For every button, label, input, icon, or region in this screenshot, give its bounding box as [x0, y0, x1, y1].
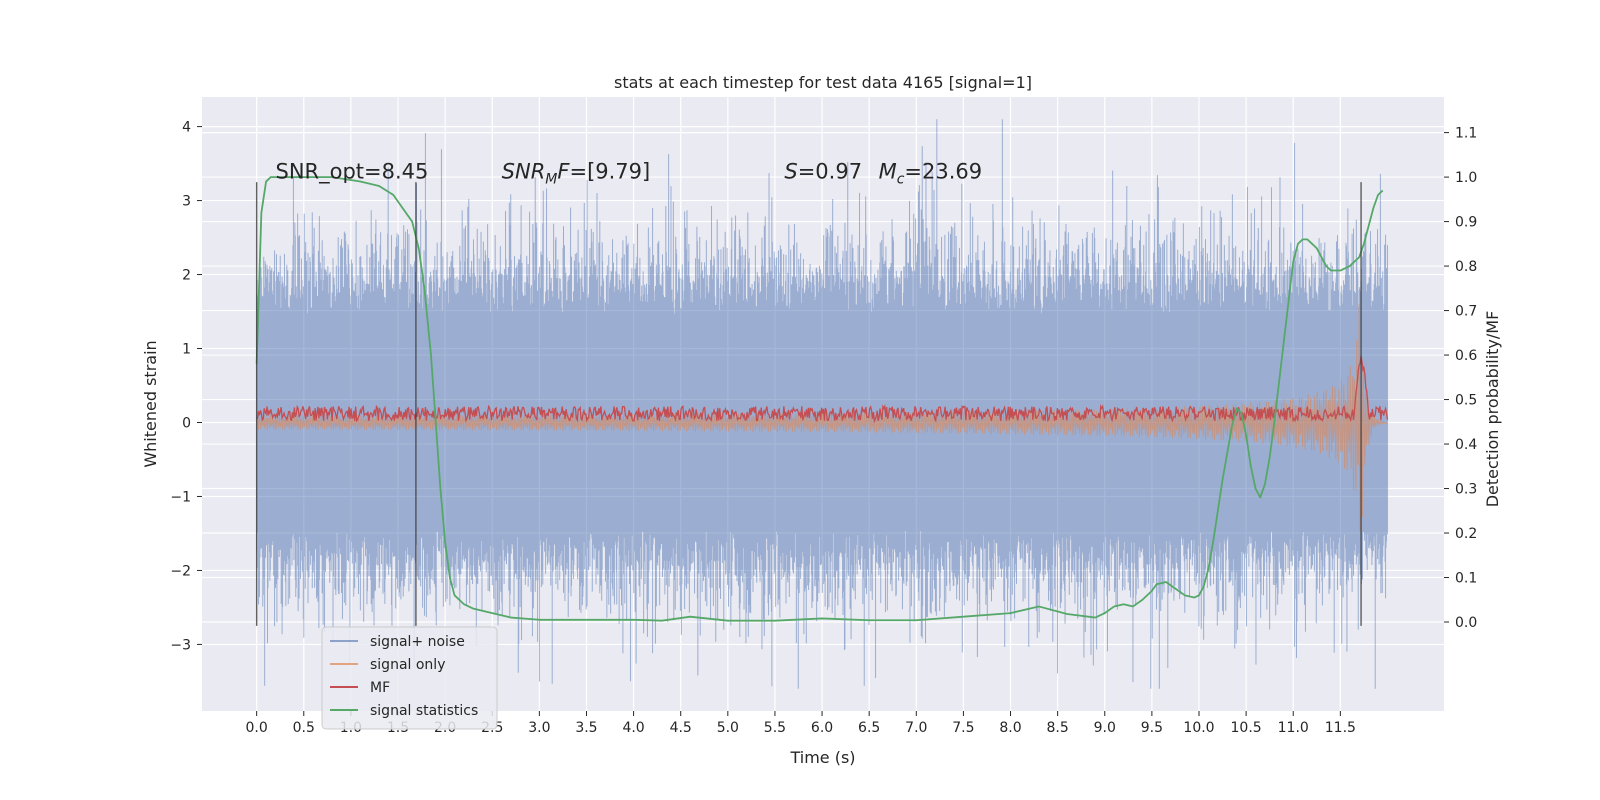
x-tick-label: 10.5 [1231, 720, 1262, 736]
legend-entry: MF [370, 680, 390, 696]
y-tick-label: 4 [182, 120, 191, 136]
y-axis-ticks: −3 −2 −1 0 1 2 3 4 [170, 120, 202, 653]
x-tick-label: 6.5 [858, 720, 880, 736]
legend: signal+ noise signal only MF signal statist… [321, 626, 498, 730]
y2-tick-label: 0.6 [1455, 348, 1477, 364]
y-tick-label: −3 [170, 637, 191, 653]
x-axis-label: Time (s) [789, 748, 855, 767]
legend-entry: signal statistics [370, 703, 478, 719]
series-mf [256, 355, 1389, 424]
annotation-s-value: S=0.97 [784, 159, 862, 183]
chart-title: stats at each timestep for test data 416… [614, 73, 1032, 92]
x-tick-label: 11.0 [1278, 720, 1309, 736]
annotation-snr-opt: SNR_opt=8.45 [276, 159, 429, 184]
annotation-snr-mf: SNRMF=[9.79] [502, 159, 651, 187]
series-layer [255, 119, 1389, 689]
y2-tick-label: 0.5 [1455, 393, 1477, 409]
legend-entry: signal+ noise [370, 634, 465, 650]
x-tick-label: 7.5 [952, 720, 974, 736]
y2-tick-label: 0.8 [1455, 259, 1477, 275]
x-tick-label: 5.5 [764, 720, 786, 736]
y-tick-label: −1 [170, 489, 191, 505]
vertical-markers [255, 182, 1362, 626]
x-tick-label: 4.0 [622, 720, 644, 736]
x-tick-label: 0.5 [293, 720, 315, 736]
y2-tick-label: 0.1 [1455, 571, 1477, 587]
x-tick-label: 6.0 [811, 720, 833, 736]
x-tick-label: 7.0 [905, 720, 927, 736]
y-tick-label: 0 [182, 415, 191, 431]
y-tick-label: 2 [182, 268, 191, 284]
y2-tick-label: 0.7 [1455, 304, 1477, 320]
y2-tick-label: 0.4 [1455, 437, 1477, 453]
y2-tick-label: 0.3 [1455, 482, 1477, 498]
x-tick-label: 4.5 [670, 720, 692, 736]
annotation-mc-value: Mc=23.69 [879, 159, 983, 187]
x-tick-label: 0.0 [246, 720, 268, 736]
x-tick-label: 11.5 [1325, 720, 1356, 736]
y2-tick-label: 0.0 [1455, 615, 1477, 631]
y-tick-label: 3 [182, 194, 191, 210]
x-tick-label: 9.0 [1094, 720, 1116, 736]
legend-entry: signal only [370, 657, 445, 673]
series-signal-statistics [255, 176, 1384, 622]
y2-tick-label: 1.1 [1455, 126, 1477, 142]
x-tick-label: 10.0 [1183, 720, 1214, 736]
x-tick-label: 3.5 [575, 720, 597, 736]
y2-axis-ticks: 0.0 0.1 0.2 0.3 0.4 0.5 0.6 0.7 0.8 0.9 1.0 1.1 [1444, 126, 1477, 631]
y2-axis-label: Detection probability/MF [1483, 311, 1502, 508]
series-signal-only [256, 303, 1388, 532]
y-tick-label: 1 [182, 342, 191, 358]
y2-tick-label: 0.9 [1455, 215, 1477, 231]
y-axis-label: Whitened strain [141, 340, 160, 467]
legend-box [321, 626, 498, 730]
annotations: SNR_opt=8.45 SNRMF=[9.79] S=0.97 Mc=23.69 [276, 159, 983, 187]
x-tick-label: 9.5 [1141, 720, 1163, 736]
y-tick-label: −2 [170, 563, 191, 579]
x-tick-label: 8.0 [999, 720, 1021, 736]
x-tick-label: 3.0 [528, 720, 550, 736]
x-tick-label: 8.5 [1047, 720, 1069, 736]
y2-tick-label: 1.0 [1455, 170, 1477, 186]
x-tick-label: 5.0 [717, 720, 739, 736]
y2-tick-label: 0.2 [1455, 526, 1477, 542]
x-axis-ticks: 0.00.51.01.52.02.53.03.54.04.55.05.56.06… [246, 711, 1356, 736]
